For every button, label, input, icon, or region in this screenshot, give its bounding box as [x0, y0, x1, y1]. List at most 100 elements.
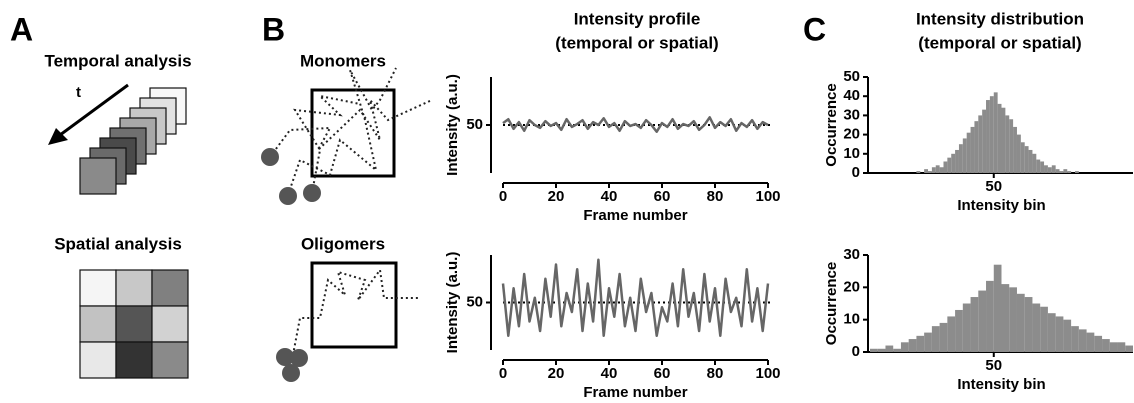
histogram-bar	[986, 280, 994, 352]
monomer-diagram	[261, 67, 433, 205]
histogram-bar	[1013, 126, 1017, 173]
histogram-bar	[993, 92, 998, 173]
histogram-bar	[908, 339, 917, 352]
histogram-bar	[1040, 306, 1048, 352]
histogram-bar	[1094, 335, 1103, 352]
oligomer-diagram	[276, 261, 420, 382]
y-tick-label: 30	[843, 106, 860, 123]
histogram-bar	[993, 264, 1002, 352]
histogram-bar	[939, 322, 948, 352]
x-tick-label: 100	[755, 365, 780, 382]
histogram-bar	[1001, 284, 1010, 352]
histogram-bar	[986, 100, 990, 173]
y-tick-label: 10	[843, 311, 860, 328]
y-tick-label: 0	[852, 164, 860, 181]
histogram-bar	[1086, 332, 1095, 352]
histogram-bar	[966, 132, 971, 173]
histogram-bar	[970, 126, 975, 173]
histogram-bar	[997, 103, 1002, 173]
histogram-bar	[1047, 313, 1056, 352]
histogram-bar	[1074, 171, 1079, 173]
histogram-bar	[978, 290, 987, 352]
histogram-bar	[982, 109, 987, 173]
histogram-bar	[1009, 119, 1014, 173]
x-tick-label: 80	[707, 365, 724, 382]
y-tick-label: 30	[843, 246, 860, 263]
histogram-bar	[1109, 342, 1118, 352]
histogram-bar	[928, 171, 932, 173]
section-title: Intensity distribution	[916, 9, 1084, 28]
time-label: t	[76, 84, 81, 101]
y-axis-label: Intensity (a.u.)	[444, 252, 461, 354]
x-axis-label: Frame number	[583, 207, 687, 224]
histogram-bar	[989, 96, 994, 173]
histogram-bar	[1016, 293, 1025, 352]
panel-label: C	[803, 11, 826, 47]
histogram-bar	[1078, 329, 1087, 352]
y-tick-label: 20	[843, 126, 860, 143]
histogram-bar	[958, 144, 963, 173]
x-tick-label: 20	[548, 188, 565, 205]
histogram-bar	[893, 348, 901, 352]
histogram-bar	[962, 138, 967, 173]
x-tick-label: 100	[755, 188, 780, 205]
histogram-bar	[1047, 167, 1052, 173]
histogram-bar	[1063, 169, 1068, 173]
x-tick-label: 60	[654, 188, 671, 205]
histogram-bar	[1044, 165, 1048, 173]
histogram-bar	[885, 345, 894, 352]
histogram-bar	[1020, 142, 1025, 173]
histogram-bar	[951, 153, 956, 173]
histogram-bar	[1028, 149, 1033, 173]
y-axis-label: Occurrence	[823, 262, 840, 345]
x-axis-label: Intensity bin	[957, 197, 1045, 214]
y-tick-label: 20	[843, 278, 860, 295]
section-title: Spatial analysis	[54, 234, 182, 253]
y-axis-label: Occurrence	[823, 83, 840, 166]
histogram-bar	[877, 348, 886, 352]
histogram-bar	[935, 165, 940, 173]
histogram-bar	[1005, 115, 1010, 173]
histogram-bar	[1071, 326, 1079, 352]
histogram-bar	[1117, 342, 1126, 352]
y-tick-label: 0	[852, 343, 860, 360]
histogram-bar	[870, 348, 878, 352]
histogram-bar	[1055, 316, 1064, 352]
histogram-bar	[943, 161, 948, 173]
section-title: Monomers	[300, 51, 386, 70]
histogram-bar	[947, 157, 952, 173]
pixel-grid	[79, 269, 189, 379]
histogram-bar	[970, 297, 979, 352]
histogram-bar	[1055, 169, 1060, 173]
y-tick-label: 40	[843, 87, 860, 104]
histogram-bar	[931, 326, 940, 352]
histogram-bar	[924, 332, 932, 352]
y-tick-label: 50	[466, 293, 483, 310]
histogram-bar	[931, 167, 936, 173]
x-tick-label: 60	[654, 365, 671, 382]
histogram-bar	[955, 149, 959, 173]
x-tick-label: 0	[499, 365, 507, 382]
histogram-bar	[916, 171, 921, 173]
histogram-bar	[955, 309, 963, 352]
section-title: Temporal analysis	[44, 51, 191, 70]
histogram-bar	[1102, 339, 1110, 352]
y-tick-label: 50	[843, 68, 860, 85]
histogram-bar	[1051, 165, 1056, 173]
x-tick-label: 50	[985, 178, 1002, 195]
y-axis-label: Intensity (a.u.)	[444, 74, 461, 176]
data-line	[501, 258, 770, 337]
x-tick-label: 0	[499, 188, 507, 205]
histogram-bar	[1036, 159, 1041, 173]
histogram-bar	[962, 303, 971, 352]
time-arrow	[48, 83, 129, 145]
section-title: (temporal or spatial)	[555, 33, 718, 52]
histogram-bar	[1001, 107, 1006, 173]
panel-label: A	[10, 11, 33, 47]
histogram-bar	[1059, 171, 1064, 173]
histogram-bar	[974, 121, 979, 173]
histogram-bar	[1024, 297, 1033, 352]
x-axis-label: Intensity bin	[957, 376, 1045, 393]
histogram-bar	[1032, 303, 1041, 352]
